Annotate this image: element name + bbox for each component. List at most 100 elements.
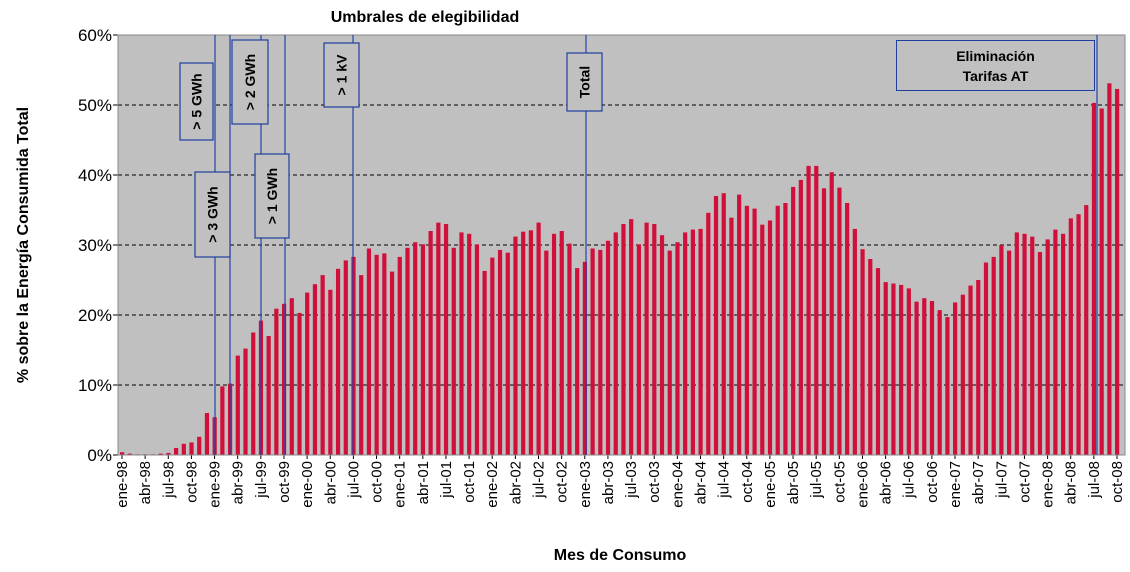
- bar: [814, 165, 819, 455]
- bar: [559, 231, 564, 455]
- bar: [868, 259, 873, 455]
- bar: [775, 205, 780, 455]
- bar: [551, 233, 557, 455]
- x-tick-label: abr-08: [1063, 461, 1080, 504]
- x-tick-label: abr-06: [878, 461, 895, 504]
- x-tick-label: oct-04: [739, 461, 756, 503]
- x-tick-label: jul-00: [345, 461, 362, 499]
- bar: [852, 228, 857, 455]
- bar: [281, 303, 287, 455]
- x-tick-label: jul-08: [1086, 461, 1103, 499]
- bar: [929, 301, 935, 455]
- bar: [752, 208, 757, 455]
- bar: [983, 262, 989, 455]
- bar: [845, 203, 850, 455]
- bar: [497, 249, 503, 455]
- bar: [598, 249, 603, 455]
- y-tick-label: 20%: [78, 306, 112, 325]
- x-tick-label: oct-03: [646, 461, 663, 503]
- x-axis-label: Mes de Consumo: [554, 547, 687, 564]
- annotation: Eliminación Tarifas AT: [896, 40, 1095, 91]
- bar: [829, 172, 834, 455]
- bar: [837, 187, 842, 455]
- x-tick-label: ene-04: [669, 461, 686, 508]
- x-tick-label: abr-05: [785, 461, 802, 504]
- bar: [359, 275, 364, 455]
- bar: [1061, 233, 1066, 455]
- x-tick-label: ene-06: [854, 461, 871, 508]
- bar: [914, 301, 919, 455]
- x-tick-label: jul-03: [623, 461, 640, 499]
- bar: [451, 247, 456, 455]
- bar: [783, 203, 788, 455]
- x-tick-label: jul-04: [716, 461, 733, 499]
- y-tick-label: 60%: [78, 26, 112, 45]
- y-axis-label: % sobre la Energía Consumida Total: [15, 107, 32, 383]
- bar: [798, 179, 803, 455]
- bar: [428, 231, 433, 455]
- bar: [120, 452, 125, 455]
- bar: [413, 242, 418, 455]
- bar: [937, 310, 942, 455]
- bar: [1115, 88, 1120, 456]
- x-tick-label: jul-98: [160, 461, 177, 499]
- x-tick-label: abr-00: [322, 461, 339, 504]
- x-tick-label: oct-02: [554, 461, 571, 503]
- annotation: > 5 GWh: [189, 73, 205, 129]
- bar: [706, 212, 711, 455]
- annotation: Total: [577, 66, 593, 98]
- bar: [1068, 218, 1073, 455]
- bar: [590, 248, 595, 455]
- x-tick-label: oct-00: [369, 461, 386, 503]
- x-tick-label: oct-01: [461, 461, 478, 503]
- bar: [698, 228, 703, 455]
- bar: [621, 224, 626, 455]
- bar: [976, 280, 981, 455]
- bar: [953, 302, 958, 455]
- bar: [127, 453, 132, 455]
- annotation-box: [231, 39, 269, 125]
- bar: [513, 236, 518, 455]
- bar: [1007, 250, 1012, 455]
- bar: [922, 298, 927, 455]
- bar: [1099, 108, 1104, 455]
- bar: [297, 312, 302, 455]
- x-tick-label: abr-03: [600, 461, 617, 504]
- bar: [991, 256, 996, 455]
- x-tick-label: ene-98: [114, 461, 131, 508]
- x-tick-label: abr-01: [415, 461, 432, 504]
- bar: [729, 217, 734, 455]
- bar: [690, 229, 695, 455]
- x-tick-label: abr-99: [230, 461, 247, 504]
- bar: [366, 248, 372, 455]
- bar: [251, 332, 256, 455]
- x-tick-label: abr-07: [970, 461, 987, 504]
- annotation-box: [179, 62, 214, 141]
- bar: [1091, 102, 1097, 456]
- bar: [575, 268, 580, 455]
- chart-title: Umbrales de elegibilidad: [331, 9, 520, 26]
- bar: [791, 186, 796, 455]
- bar: [374, 254, 379, 455]
- bar: [675, 242, 680, 455]
- y-tick-label: 0%: [87, 446, 112, 465]
- bar: [328, 289, 333, 455]
- bar: [181, 443, 186, 455]
- bar: [629, 219, 634, 455]
- annotation-box: [566, 52, 603, 112]
- bar: [683, 232, 688, 455]
- bar: [1053, 229, 1058, 455]
- x-tick-label: abr-02: [507, 461, 524, 504]
- bar: [605, 240, 611, 455]
- bar: [505, 252, 510, 455]
- x-tick-label: oct-07: [1016, 461, 1033, 503]
- bar: [999, 245, 1004, 455]
- bar: [1037, 252, 1043, 455]
- bar: [1076, 214, 1081, 455]
- bar: [659, 235, 665, 455]
- x-tick-label: jul-02: [531, 461, 548, 499]
- x-tick-label: oct-99: [276, 461, 293, 503]
- bar: [737, 194, 742, 455]
- x-tick-label: ene-07: [947, 461, 964, 508]
